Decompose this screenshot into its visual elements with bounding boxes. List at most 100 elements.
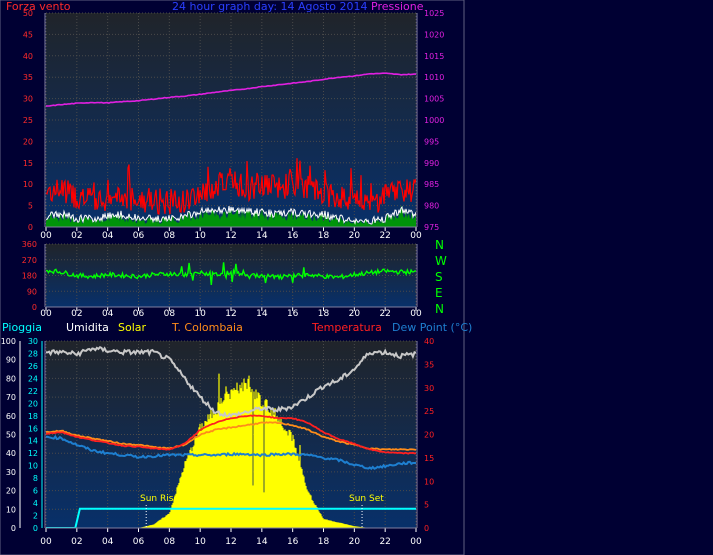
bot-x-tick-label: 20 (349, 537, 361, 547)
top-x-tick-label: 02 (71, 231, 82, 241)
rain-axis-tick-label: 24 (28, 374, 38, 383)
wind-average-line (46, 205, 416, 225)
dir-x-tick-label: 12 (225, 309, 236, 319)
bot-x-tick-label: 10 (194, 537, 206, 547)
compass-label-e: E (435, 286, 443, 300)
top-x-tick-label: 00 (410, 231, 422, 241)
dir-x-tick-label: 00 (40, 309, 52, 319)
pressure-axis-tick-label: 975 (424, 223, 439, 232)
pressure-axis-tick-label: 1005 (424, 95, 444, 104)
direction-axis-tick-label: 0 (32, 303, 37, 312)
dir-x-tick-label: 00 (410, 309, 422, 319)
bot-x-tick-label: 00 (410, 537, 422, 547)
rain-line (46, 507, 416, 528)
rain-axis-tick-label: 18 (28, 412, 38, 421)
temperature-axis-tick-label: 40 (424, 337, 434, 346)
wind-axis-tick-label: 0 (28, 223, 33, 232)
legend-colombaia: T. Colombaia (171, 321, 243, 334)
pressure-axis-tick-label: 985 (424, 180, 439, 189)
bot-x-tick-label: 18 (318, 537, 330, 547)
humidity-axis-tick-label: 70 (6, 393, 16, 402)
rain-axis-tick-label: 0 (33, 524, 38, 533)
rain-axis-tick-label: 22 (28, 387, 38, 396)
compass-label-n-top: N (435, 238, 444, 252)
bot-x-tick-label: 02 (71, 537, 82, 547)
direction-axis-tick-label: 180 (22, 272, 37, 281)
humidity-axis-tick-label: 100 (1, 337, 16, 346)
direction-axis-tick-label: 360 (22, 240, 37, 249)
sun-set-label: Sun Set (349, 494, 384, 504)
humidity-axis-tick-label: 30 (6, 468, 16, 477)
dir-x-tick-label: 02 (71, 309, 82, 319)
top-x-tick-label: 14 (256, 231, 268, 241)
compass-label-s: S (435, 270, 443, 284)
top-x-tick-label: 12 (225, 231, 236, 241)
top-x-tick-label: 22 (379, 231, 390, 241)
humidity-axis-tick-label: 10 (6, 505, 16, 514)
dir-x-tick-label: 04 (102, 309, 114, 319)
pressure-line (46, 72, 416, 107)
dir-x-tick-label: 20 (349, 309, 361, 319)
dir-x-tick-label: 22 (379, 309, 390, 319)
wind-axis-tick-label: 15 (23, 159, 33, 168)
sun-rise-label: Sun Rise (140, 494, 179, 504)
rain-axis-tick-label: 8 (33, 474, 38, 483)
frame-border (0, 0, 465, 555)
dew-point-line (46, 434, 416, 471)
rain-axis-tick-label: 2 (33, 512, 38, 521)
humidity-axis-tick-label: 40 (6, 449, 16, 458)
top-x-tick-label: 10 (194, 231, 206, 241)
wind-axis-tick-label: 25 (23, 116, 33, 125)
rain-axis-tick-label: 30 (28, 337, 38, 346)
wind-axis-tick-label: 30 (23, 95, 33, 104)
temperature-axis-tick-label: 10 (424, 477, 434, 486)
wind-axis-tick-label: 10 (23, 180, 33, 189)
rain-axis-tick-label: 14 (28, 437, 38, 446)
temperature-line (46, 414, 416, 455)
bot-x-tick-label: 00 (40, 537, 52, 547)
rain-axis-tick-label: 20 (28, 399, 38, 408)
rain-axis-tick-label: 26 (28, 362, 38, 371)
chart-title: 24 hour graph day: 14 Agosto 2014 (172, 0, 368, 13)
top-x-tick-label: 04 (102, 231, 114, 241)
bot-x-tick-label: 22 (379, 537, 390, 547)
humidity-axis-tick-label: 90 (6, 356, 16, 365)
temperature-axis-tick-label: 30 (424, 384, 434, 393)
compass-label-n-bottom: N (435, 302, 444, 316)
compass-label-w: W (435, 254, 447, 268)
temperature-axis-tick-label: 25 (424, 407, 434, 416)
top-x-tick-label: 20 (349, 231, 361, 241)
wind-average-area (46, 205, 416, 227)
temperature-axis-tick-label: 20 (424, 431, 434, 440)
top-x-tick-label: 06 (133, 231, 145, 241)
pressure-axis-tick-label: 1015 (424, 52, 444, 61)
rain-axis-tick-label: 10 (28, 462, 38, 471)
wind-axis-tick-label: 45 (23, 30, 33, 39)
wind-axis-tick-label: 35 (23, 73, 33, 82)
wind-axis-tick-label: 40 (23, 52, 33, 61)
legend-dew-point: Dew Point (°C) (392, 321, 472, 334)
humidity-line (46, 345, 416, 419)
temperature-axis-tick-label: 0 (424, 524, 429, 533)
top-x-tick-label: 00 (40, 231, 52, 241)
dir-x-tick-label: 06 (133, 309, 145, 319)
pressure-axis-tick-label: 995 (424, 137, 439, 146)
humidity-axis-tick-label: 80 (6, 374, 16, 383)
wind-direction-line (46, 262, 416, 285)
legend-humidity: Umidita (66, 321, 109, 334)
dir-x-tick-label: 10 (194, 309, 206, 319)
direction-axis-tick-label: 90 (27, 287, 37, 296)
dir-x-tick-label: 08 (164, 309, 176, 319)
top-x-tick-label: 16 (287, 231, 299, 241)
pressure-axis-label: Pressione (371, 0, 424, 13)
bot-x-tick-label: 14 (256, 537, 268, 547)
rain-axis-tick-label: 6 (33, 487, 38, 496)
temperature-axis-tick-label: 15 (424, 454, 434, 463)
pressure-axis-tick-label: 980 (424, 202, 439, 211)
wind-axis-tick-label: 5 (28, 202, 33, 211)
temp-colombaia-line (46, 421, 416, 451)
wind-gust-line (46, 158, 416, 215)
humidity-axis-tick-label: 60 (6, 412, 16, 421)
wind-axis-tick-label: 50 (23, 9, 33, 18)
pressure-axis-tick-label: 1000 (424, 116, 444, 125)
